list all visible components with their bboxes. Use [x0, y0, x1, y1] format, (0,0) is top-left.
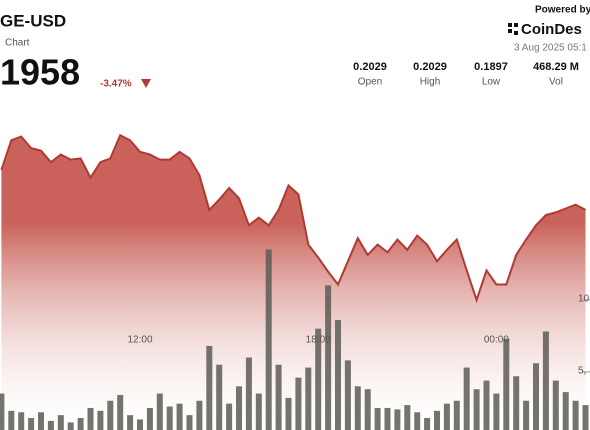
volume-bar: [38, 412, 44, 430]
volume-bar: [8, 410, 15, 430]
x-tick-label: 00:00: [484, 335, 509, 346]
volume-bar: [285, 397, 292, 430]
volume-bar: [443, 403, 450, 430]
timestamp: 3 Aug 2025 05:1: [514, 43, 587, 54]
volume-bar: [265, 249, 272, 430]
y2-tick-label: 5,: [578, 366, 586, 377]
volume-bar: [206, 345, 213, 430]
price-area: [1, 135, 586, 430]
volume-bar: [67, 422, 74, 430]
volume-bar: [196, 400, 203, 430]
volume-bar: [463, 367, 470, 430]
volume-bar: [572, 400, 579, 430]
stat-value: 0.2029: [353, 61, 387, 73]
price-line: [0, 133, 586, 304]
stat-label: High: [420, 77, 441, 88]
volume-bar: [186, 415, 193, 430]
volume-bar: [295, 377, 302, 430]
down-arrow: [141, 79, 151, 88]
volume-bar: [542, 331, 549, 430]
volume-bar: [305, 367, 312, 430]
price: 1958: [0, 52, 80, 93]
volume-bar: [424, 418, 431, 430]
volume-bar: [315, 328, 322, 430]
volume-bar: [453, 400, 460, 430]
volume-bar: [384, 407, 391, 430]
volume-bar: [562, 392, 569, 430]
y2-tick-label: 10,: [578, 293, 590, 304]
volume-bar: [354, 386, 361, 430]
volume-bar: [226, 403, 233, 430]
x-tick-label: 12:00: [127, 335, 152, 346]
stat-value: 0.2029: [413, 61, 447, 73]
volume-bar: [414, 412, 421, 430]
change: -3.47%: [100, 79, 132, 90]
stat-label: Open: [358, 77, 382, 88]
chart-subtitle: Chart: [5, 38, 30, 49]
volume-bar: [87, 407, 94, 430]
volume-bar: [513, 376, 520, 430]
volume-bar: [344, 360, 351, 430]
stat-value: 0.1897: [474, 61, 508, 73]
volume-bar: [364, 389, 371, 430]
powered-by: Powered by: [535, 5, 590, 16]
volume-bar: [166, 406, 173, 430]
volume-bar: [28, 418, 35, 430]
volume-bar: [394, 409, 401, 430]
volume-bar: [77, 418, 84, 430]
volume-bar: [245, 357, 252, 430]
volume-bar: [523, 400, 530, 430]
volume-bar: [146, 407, 153, 430]
volume-bar: [0, 393, 5, 430]
volume-bar: [216, 364, 223, 430]
volume-bar: [374, 407, 381, 430]
volume-bar: [483, 380, 490, 430]
stat-label: Low: [482, 77, 501, 88]
volume-bar: [533, 363, 539, 430]
volume-bar: [97, 410, 104, 430]
volume-bar: [255, 393, 262, 430]
stats: 0.2029 Open 0.2029 High 0.1897 Low 468.29 M Vol: [353, 61, 579, 88]
volume-bar: [325, 285, 332, 430]
volume-bar: [434, 410, 440, 430]
stat-value: 468.29 M: [533, 61, 579, 73]
brand: CoinDes: [521, 21, 582, 38]
chart-title: GE-USD: [0, 11, 66, 30]
x-tick-label: 18:00: [306, 335, 331, 346]
volume-bar: [335, 320, 341, 430]
stat-label: Vol: [549, 77, 563, 88]
volume-bar: [473, 389, 480, 430]
volume-bar: [404, 405, 411, 430]
logo: [508, 23, 518, 35]
volume-bar: [156, 393, 163, 430]
volume-bar: [18, 412, 25, 430]
volume-bar: [503, 338, 510, 430]
volume-bar: [493, 393, 500, 430]
volume-bar: [236, 386, 242, 430]
volume-bar: [275, 364, 282, 430]
volume-bar: [127, 415, 134, 430]
volume-bar: [552, 380, 559, 430]
volume-bar: [107, 400, 114, 430]
plot-area: [0, 133, 589, 430]
volume-bar: [47, 420, 54, 430]
volume-bar: [137, 419, 143, 430]
volume-bar: [57, 415, 64, 430]
volume-bar: [582, 405, 589, 430]
volume-bar: [117, 394, 124, 430]
volume-bar: [176, 403, 183, 430]
